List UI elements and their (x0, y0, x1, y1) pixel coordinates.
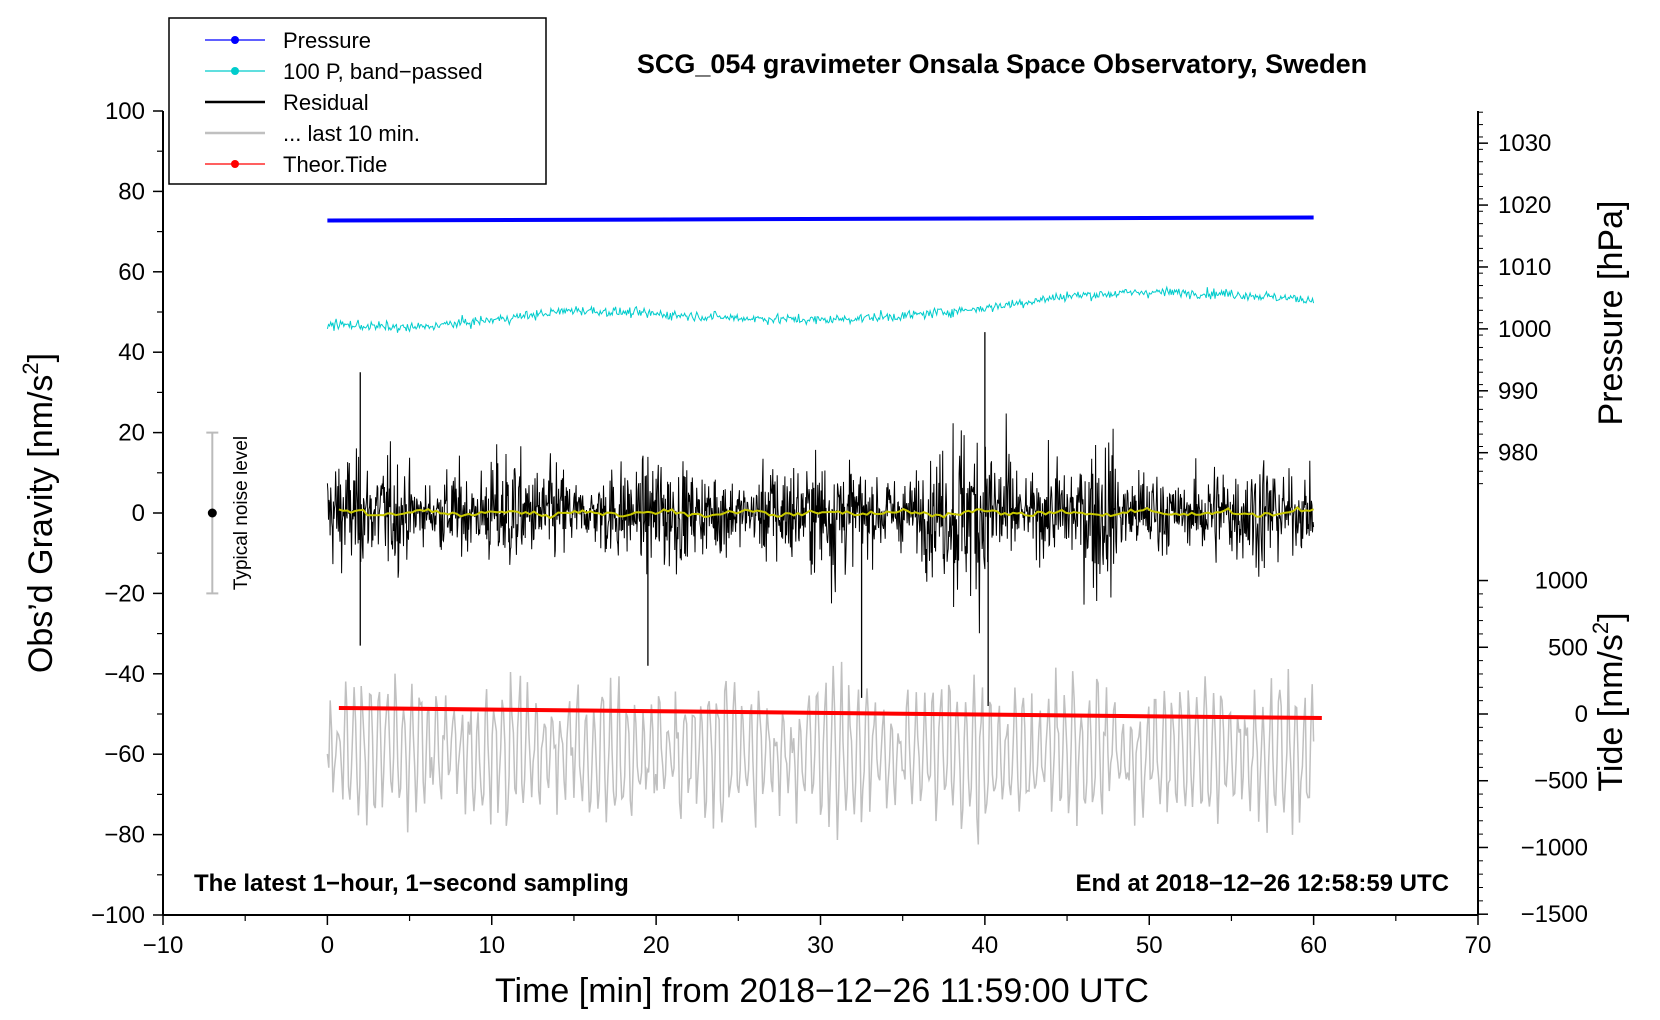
residual-mean-line (338, 506, 1314, 520)
legend-marker-0 (231, 36, 239, 44)
tide-label-sup: 2 (1588, 622, 1613, 634)
y-tick-label: 80 (118, 178, 145, 205)
pressure-tick-label: 980 (1498, 440, 1538, 467)
y-tick-label: −80 (104, 822, 145, 849)
annotation-end-time: End at 2018−12−26 12:58:59 UTC (1075, 870, 1449, 897)
pressure-tick-label: 1010 (1498, 254, 1551, 281)
legend-label-1: 100 P, band−passed (283, 59, 483, 84)
y-axis-label-end: ] (22, 353, 60, 362)
legend-label-2: Residual (283, 90, 369, 115)
x-tick-label: 0 (321, 932, 334, 959)
y-tick-label: 0 (132, 500, 145, 527)
residual-series-line (326, 413, 1315, 634)
band-passed-series-line (326, 285, 1315, 333)
pressure-tick-label: 990 (1498, 378, 1538, 405)
x-tick-label: 30 (807, 932, 834, 959)
legend-marker-1 (231, 67, 239, 75)
y-tick-label: −60 (104, 741, 145, 768)
legend-label-3: ... last 10 min. (283, 121, 420, 146)
pressure-tick-label: 1020 (1498, 192, 1551, 219)
y-tick-label: −40 (104, 661, 145, 688)
tide-tick-label: 0 (1575, 701, 1588, 728)
y-tick-label: 60 (118, 259, 145, 286)
series-layer (206, 215, 1322, 845)
noise-bar-dot (207, 508, 217, 518)
tide-label-end: ] (1592, 612, 1630, 621)
tide-tick-label: 500 (1548, 634, 1588, 661)
y-axis-label-gravity: Obs’d Gravity [nm/s2] (18, 353, 60, 673)
x-tick-label: 70 (1465, 932, 1492, 959)
pressure-series-line (327, 215, 1314, 223)
tide-tick-label: −500 (1534, 768, 1588, 795)
noise-level-label: Typical noise level (231, 436, 252, 590)
pressure-tick-label: 1000 (1498, 316, 1551, 343)
tide-tick-label: −1500 (1521, 901, 1588, 928)
x-tick-label: 10 (478, 932, 505, 959)
y-tick-label: −20 (104, 580, 145, 607)
y-axis-label-tide: Tide [nm/s2] (1588, 612, 1630, 791)
tide-label-main: Tide [nm/s (1592, 634, 1630, 791)
tide-tick-label: 1000 (1535, 568, 1588, 595)
x-tick-label: 60 (1300, 932, 1327, 959)
y-axis-label-main: Obs’d Gravity [nm/s (22, 375, 60, 674)
legend-label-4: Theor.Tide (283, 152, 387, 177)
y-tick-label: 40 (118, 339, 145, 366)
pressure-tick-label: 1030 (1498, 130, 1551, 157)
y-axis-label-sup: 2 (18, 362, 43, 374)
tide-tick-label: −1000 (1521, 834, 1588, 861)
x-axis-label: Time [min] from 2018−12−26 11:59:00 UTC (495, 972, 1149, 1010)
annotation-sampling: The latest 1−hour, 1−second sampling (194, 870, 629, 897)
x-tick-label: −10 (143, 932, 184, 959)
last-10-min-series-line (326, 661, 1315, 845)
x-tick-label: 40 (972, 932, 999, 959)
y-axis-label-pressure: Pressure [hPa] (1592, 201, 1630, 426)
y-tick-label: −100 (91, 902, 145, 929)
chart-title: SCG_054 gravimeter Onsala Space Observat… (637, 49, 1367, 79)
legend-label-0: Pressure (283, 28, 371, 53)
theoretical-tide-series-line (338, 705, 1322, 721)
x-tick-label: 20 (643, 932, 670, 959)
text-layer: SCG_054 gravimeter Onsala Space Observat… (18, 49, 1630, 1010)
legend: Pressure 100 P, band−passed Residual ... la… (168, 17, 547, 185)
y-tick-label: 100 (105, 98, 145, 125)
x-tick-label: 50 (1136, 932, 1163, 959)
y-tick-label: 20 (118, 420, 145, 447)
legend-marker-4 (231, 160, 239, 168)
